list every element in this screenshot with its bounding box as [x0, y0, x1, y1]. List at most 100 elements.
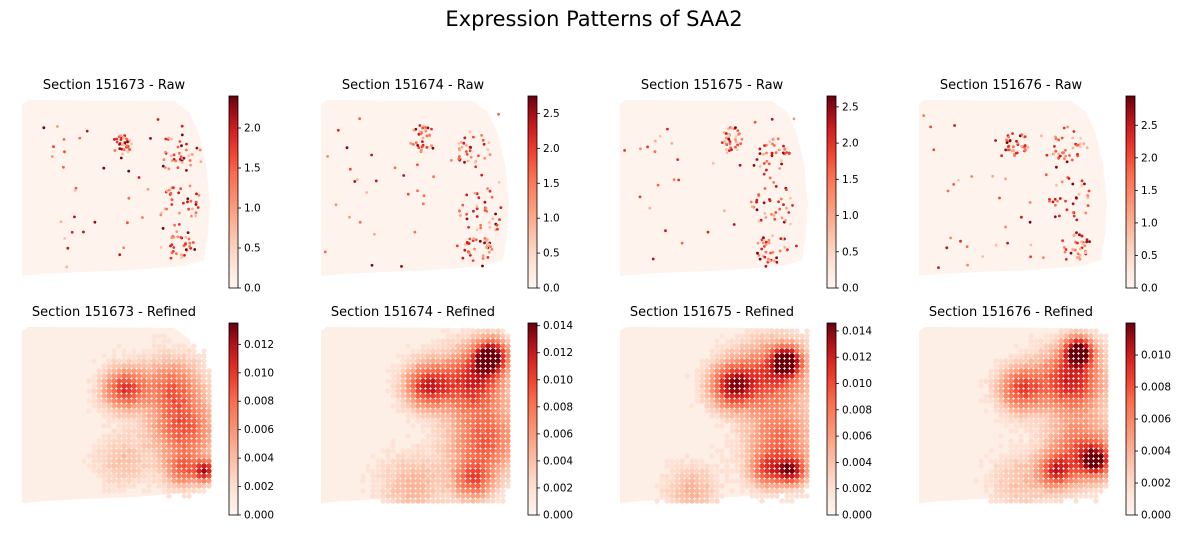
expression-spot: [784, 408, 790, 414]
expression-spot: [1003, 373, 1009, 379]
expression-spot: [151, 393, 157, 399]
expression-spot: [475, 393, 481, 399]
expression-spot: [754, 363, 760, 369]
expression-spot: [490, 498, 496, 504]
expression-spot: [177, 223, 181, 226]
expression-spot: [749, 453, 755, 459]
expression-spot: [480, 328, 486, 334]
expression-spot: [410, 463, 416, 469]
expression-spot: [1088, 483, 1094, 489]
expression-spot: [653, 150, 657, 154]
expression-spot: [988, 458, 994, 464]
expression-spot: [739, 368, 745, 374]
expression-spot: [1023, 488, 1029, 494]
expression-spot: [470, 468, 476, 474]
expression-spot: [763, 245, 766, 248]
expression-spot: [1083, 378, 1089, 384]
expression-spot: [505, 388, 511, 394]
expression-spot: [505, 353, 511, 359]
expression-spot: [465, 448, 471, 454]
panel-title: Section 151673 - Refined: [31, 305, 197, 320]
expression-spot: [424, 126, 427, 129]
expression-spot: [405, 453, 411, 459]
expression-spot: [1048, 413, 1054, 419]
expression-spot: [430, 463, 436, 469]
expression-spot: [1023, 423, 1029, 429]
expression-spot: [1076, 241, 1079, 245]
expression-spot: [789, 222, 792, 226]
expression-spot: [1053, 488, 1059, 494]
panel-title: Section 151673 - Raw: [42, 78, 186, 93]
expression-spot: [465, 468, 471, 474]
expression-spot: [410, 408, 416, 414]
expression-spot: [770, 117, 774, 121]
expression-spot: [500, 353, 506, 359]
expression-spot: [166, 413, 172, 419]
expression-spot: [779, 368, 785, 374]
expression-spot: [106, 483, 112, 489]
expression-spot: [415, 353, 421, 359]
expression-spot: [186, 488, 192, 494]
expression-spot: [126, 393, 132, 399]
expression-spot: [804, 453, 810, 459]
expression-spot: [156, 473, 162, 479]
expression-spot: [1083, 403, 1089, 409]
expression-spot: [770, 154, 774, 158]
expression-spot: [151, 428, 157, 434]
expression-spot: [420, 473, 426, 479]
expression-spot: [206, 478, 212, 484]
expression-spot: [728, 142, 732, 146]
expression-spot: [460, 403, 466, 409]
expression-spot: [1063, 453, 1069, 459]
expression-spot: [375, 478, 381, 484]
expression-spot: [749, 328, 755, 334]
expression-spot: [1013, 368, 1019, 374]
expression-spot: [774, 448, 780, 454]
expression-spot: [206, 388, 212, 394]
expression-spot: [1098, 388, 1104, 394]
expression-spot: [739, 398, 745, 404]
expression-spot: [1053, 413, 1059, 419]
expression-spot: [1093, 448, 1099, 454]
expression-spot: [505, 398, 511, 404]
expression-spot: [201, 358, 207, 364]
expression-spot: [799, 348, 805, 354]
expression-spot: [425, 413, 431, 419]
expression-spot: [725, 142, 728, 146]
expression-spot: [1078, 473, 1084, 479]
expression-spot: [724, 468, 730, 474]
expression-spot: [465, 413, 471, 419]
expression-spot: [475, 358, 481, 364]
expression-spot: [146, 423, 152, 429]
expression-spot: [485, 363, 491, 369]
expression-spot: [370, 468, 376, 474]
expression-spot: [988, 478, 994, 484]
expression-spot: [1064, 248, 1068, 251]
expression-spot: [435, 438, 441, 444]
expression-spot: [659, 473, 665, 479]
expression-spot: [166, 383, 172, 389]
expression-spot: [136, 443, 142, 449]
expression-spot: [495, 383, 501, 389]
expression-spot: [789, 448, 795, 454]
expression-spot: [714, 393, 720, 399]
expression-spot: [191, 408, 197, 414]
expression-spot: [86, 398, 92, 404]
expression-spot: [495, 378, 501, 384]
expression-spot: [73, 215, 76, 219]
expression-spot: [744, 418, 750, 424]
expression-spot: [167, 188, 171, 192]
expression-spot: [1028, 408, 1034, 414]
expression-spot: [151, 333, 157, 339]
expression-spot: [744, 438, 750, 444]
expression-spot: [774, 378, 780, 384]
expression-spot: [774, 418, 780, 424]
expression-spot: [1023, 403, 1029, 409]
expression-spot: [694, 383, 700, 389]
raw-panel: Section 151673 - Raw 0.0 0.5 1.0 1.5 2.0: [14, 78, 304, 308]
expression-spot: [774, 333, 780, 339]
expression-spot: [1053, 363, 1059, 369]
expression-spot: [500, 498, 506, 504]
colorbar-tick-label: 0.012: [543, 347, 573, 359]
expression-spot: [704, 403, 710, 409]
